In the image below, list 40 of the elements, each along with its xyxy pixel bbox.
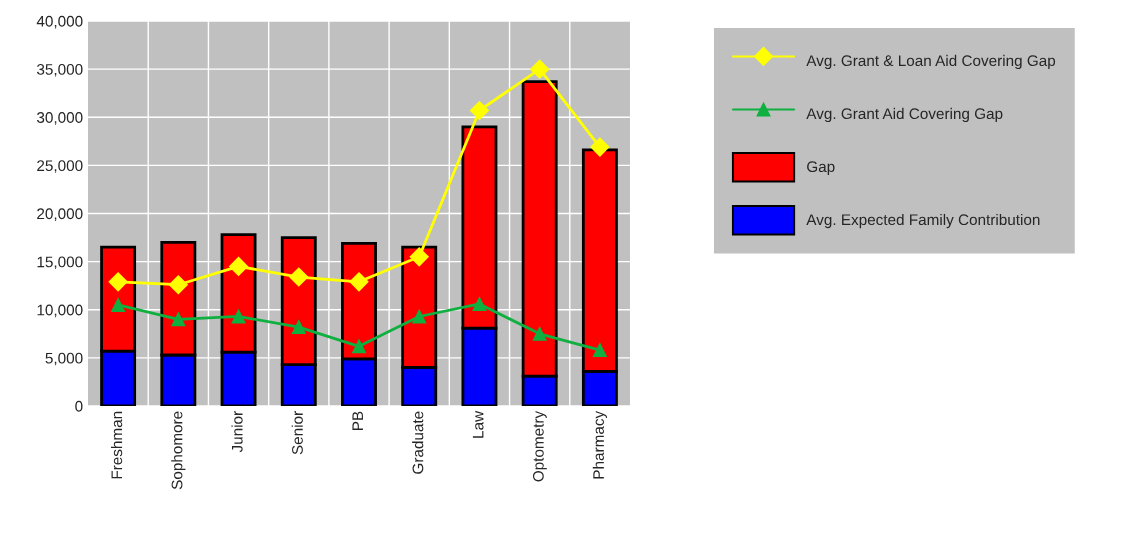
y-tick-label: 5,000 (45, 352, 83, 366)
point (231, 309, 246, 324)
point (168, 275, 188, 295)
point (590, 137, 610, 157)
x-tick-label: Freshman (110, 411, 123, 479)
point (349, 272, 369, 292)
point (472, 297, 487, 311)
x-tick-label: Senior (291, 411, 303, 455)
y-tick-label: 35,000 (37, 63, 83, 77)
y-tick-label: 20,000 (37, 208, 83, 221)
point (111, 297, 126, 312)
point (409, 247, 429, 267)
x-tick-label: Graduate (412, 411, 424, 474)
point (289, 267, 309, 287)
point (352, 339, 366, 354)
point (291, 320, 306, 335)
x-tick-label: Sophomore (171, 411, 186, 490)
point (171, 312, 186, 327)
point (469, 100, 489, 121)
point (532, 326, 547, 341)
point (412, 309, 427, 324)
legend-label: Gap (807, 161, 835, 176)
x-tick-label: Law (472, 410, 484, 438)
y-tick-label: 25,000 (37, 160, 83, 173)
x-tick-label: Junior (231, 411, 243, 453)
y-tick-label: 15,000 (37, 256, 83, 270)
legend-label: Avg. Expected Family Contribution (806, 213, 1040, 229)
x-tick-label: Pharmacy (592, 410, 608, 479)
legend-label: Avg. Grant Aid Covering Gap (806, 107, 1003, 123)
x-tick-label: PB (352, 411, 363, 430)
point (108, 272, 128, 292)
y-tick-label: 0 (75, 400, 83, 412)
legend-label: Avg. Grant & Loan Aid Covering Gap (806, 54, 1056, 70)
y-tick-label: 30,000 (37, 112, 83, 125)
point (592, 343, 607, 358)
point (530, 59, 550, 79)
y-tick-label: 40,000 (36, 15, 83, 29)
y-tick-label: 10,000 (37, 304, 83, 318)
point (229, 256, 249, 276)
x-tick-label: Optometry (532, 410, 547, 482)
